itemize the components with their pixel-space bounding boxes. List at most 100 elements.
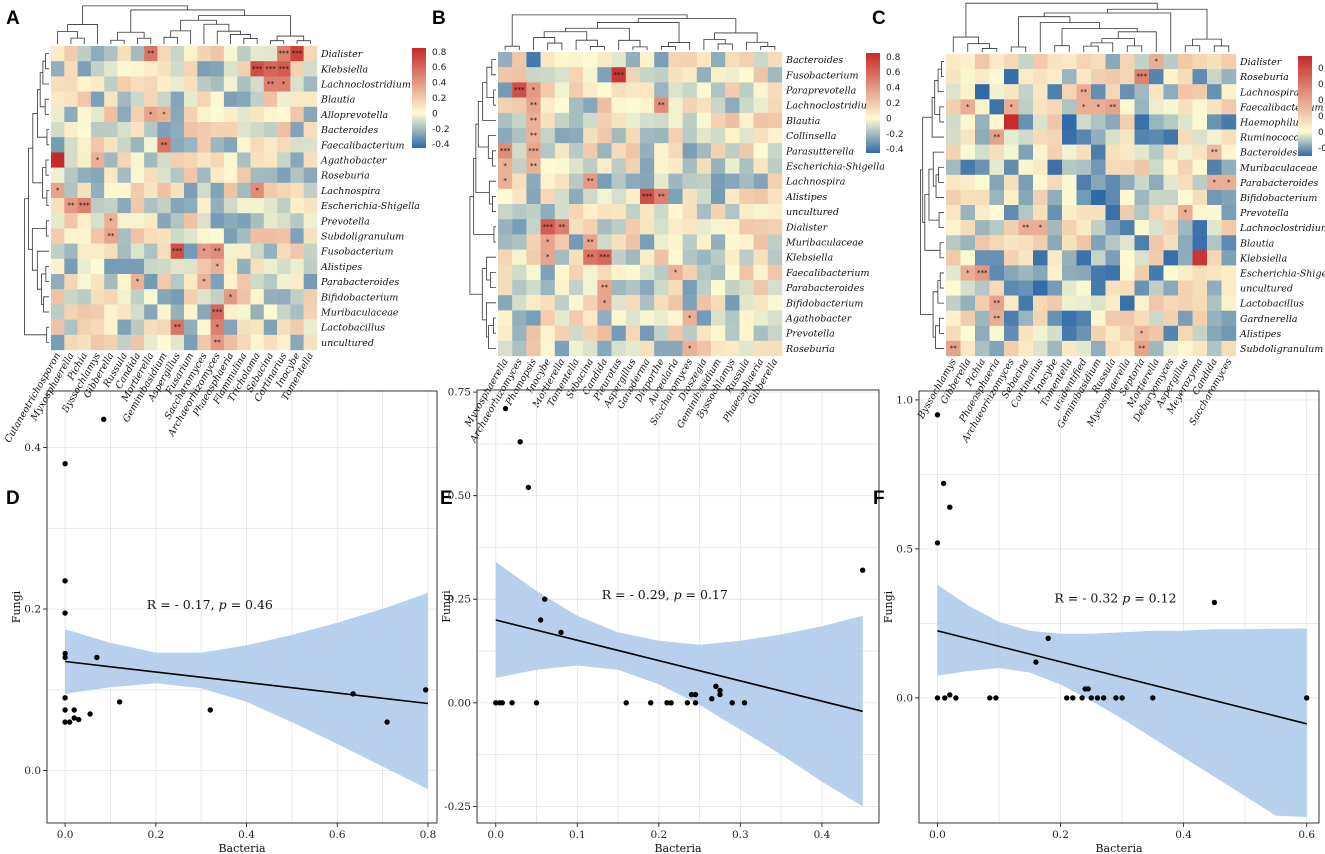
colorbar-tick-label: -0.2 (1318, 144, 1325, 154)
colorbar (412, 48, 426, 148)
dendrogram-branch (39, 72, 46, 108)
heatmap-cell (1178, 54, 1193, 70)
dendrogram-branch (939, 272, 944, 289)
heatmap-cell (1178, 174, 1193, 191)
heatmap-cell (739, 67, 754, 83)
heatmap-cell (753, 52, 768, 68)
correlation-annotation: R = - 0.32 p = 0.12 (1054, 591, 1176, 606)
heatmap-cell (946, 99, 961, 115)
heatmap-cell (1047, 295, 1063, 311)
heatmap-cell (526, 249, 541, 265)
heatmap-cell (611, 204, 626, 220)
heatmap-cell (1192, 280, 1208, 296)
heatmap-cell (625, 310, 641, 326)
heatmap-cell (611, 128, 626, 144)
heatmap-cell (1091, 144, 1106, 160)
heatmap-cell (1105, 54, 1121, 70)
heatmap-cell (1004, 174, 1019, 191)
heatmap-cell (1192, 159, 1208, 175)
heatmap-cell (554, 234, 570, 250)
heatmap-cell (1163, 69, 1179, 85)
heatmap-cell (611, 295, 626, 311)
heatmap-cell (711, 173, 726, 189)
data-point (1100, 695, 1107, 701)
heatmap-cell (1062, 114, 1077, 130)
heatmap-cell (960, 265, 976, 281)
heatmap-cell (1221, 84, 1237, 100)
heatmap-cell (1149, 144, 1164, 160)
row-label: Parabacteroides (320, 277, 399, 288)
heatmap-cell (512, 310, 527, 326)
heatmap-cell (144, 106, 158, 123)
data-point (350, 691, 356, 697)
heatmap-cell (1091, 69, 1106, 85)
heatmap-cell (946, 84, 961, 100)
significance-mark: ** (950, 344, 958, 352)
heatmap-cell (640, 264, 655, 281)
heatmap-cell (250, 61, 264, 77)
heatmap-cell (1120, 99, 1135, 115)
dendrogram-branch (486, 256, 496, 281)
heatmap-cell (654, 219, 669, 235)
row-label: Muribaculaceae (320, 308, 399, 319)
heatmap-cell (117, 76, 131, 92)
heatmap-cell (1105, 325, 1121, 342)
heatmap-cell (290, 334, 304, 351)
heatmap-cell (583, 249, 598, 265)
heatmap-cell (597, 204, 612, 220)
heatmap-cell (725, 325, 740, 341)
data-point (1119, 695, 1125, 701)
heatmap-cell (1047, 144, 1063, 160)
significance-mark: * (966, 269, 970, 277)
heatmap-cell (960, 159, 976, 175)
heatmap-cell (946, 280, 961, 296)
heatmap-cell (1018, 99, 1034, 115)
heatmap-cell (753, 158, 768, 174)
heatmap-cell (117, 198, 131, 214)
heatmap-cell (223, 258, 238, 275)
heatmap-cell (1192, 250, 1208, 266)
heatmap-cell (104, 167, 118, 183)
heatmap-cell (1207, 174, 1222, 191)
heatmap-cell (625, 143, 641, 159)
data-point (1088, 695, 1095, 701)
significance-mark: ** (1080, 88, 1088, 96)
heatmap-cell (1192, 325, 1208, 342)
heatmap-cell (668, 67, 683, 83)
heatmap-cell (540, 219, 555, 235)
heatmap-cell (1192, 144, 1208, 160)
heatmap-cell (569, 340, 584, 357)
heatmap-cell (1178, 84, 1193, 100)
dendrogram-branch (1010, 46, 1027, 52)
heatmap-cell (569, 158, 584, 174)
heatmap-cell (625, 97, 641, 113)
data-point (493, 700, 499, 706)
dendrogram-branch (952, 36, 980, 52)
dendrogram-branch (45, 220, 49, 237)
correlation-annotation: R = - 0.29, p = 0.17 (602, 587, 728, 602)
heatmap-cell (1163, 265, 1179, 281)
heatmap-cell (170, 228, 185, 244)
heatmap-cell (512, 295, 527, 311)
heatmap-cell (1149, 69, 1164, 85)
heatmap-cell (290, 213, 304, 229)
row-label: Parabacteroides (1239, 178, 1318, 189)
heatmap-cell (1149, 84, 1164, 100)
heatmap-cell (1033, 340, 1048, 357)
data-point (623, 700, 629, 706)
heatmap-cell (753, 325, 768, 341)
heatmap-cell (654, 280, 669, 296)
heatmap-cell (753, 128, 768, 144)
heatmap-cell (1134, 280, 1150, 296)
heatmap-cell (157, 334, 171, 351)
heatmap-cell (250, 274, 264, 290)
heatmap-cell (77, 61, 92, 77)
significance-mark: *** (599, 253, 610, 261)
heatmap-cell (64, 289, 78, 305)
heatmap-cell (144, 274, 158, 290)
significance-mark: * (688, 344, 692, 352)
heatmap-cell (1047, 54, 1063, 70)
heatmap-cell (1120, 159, 1135, 175)
heatmap-cell (540, 325, 555, 341)
